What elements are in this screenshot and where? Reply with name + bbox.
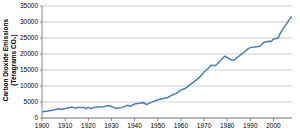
svg-text:5000: 5000: [24, 98, 39, 105]
svg-text:35000: 35000: [20, 2, 38, 9]
svg-text:1970: 1970: [197, 122, 212, 129]
svg-text:1910: 1910: [58, 122, 73, 129]
svg-text:30000: 30000: [20, 18, 38, 25]
svg-text:1930: 1930: [104, 122, 119, 129]
svg-text:1920: 1920: [81, 122, 96, 129]
svg-text:1960: 1960: [174, 122, 189, 129]
svg-text:15000: 15000: [20, 66, 38, 73]
svg-text:1990: 1990: [243, 122, 258, 129]
html-text:(Teragrams CO₂): (Teragrams CO₂): [10, 34, 17, 86]
svg-text:10000: 10000: [20, 82, 38, 89]
svg-text:1940: 1940: [127, 122, 142, 129]
svg-text:1980: 1980: [220, 122, 235, 129]
html-text:Carbon Dioxide Emissions: Carbon Dioxide Emissions: [2, 18, 9, 102]
svg-text:25000: 25000: [20, 34, 38, 41]
svg-text:0: 0: [34, 114, 38, 121]
svg-text:2000: 2000: [266, 122, 281, 129]
svg-text:1900: 1900: [35, 122, 50, 129]
svg-text:1950: 1950: [151, 122, 166, 129]
svg-text:20000: 20000: [20, 50, 38, 57]
